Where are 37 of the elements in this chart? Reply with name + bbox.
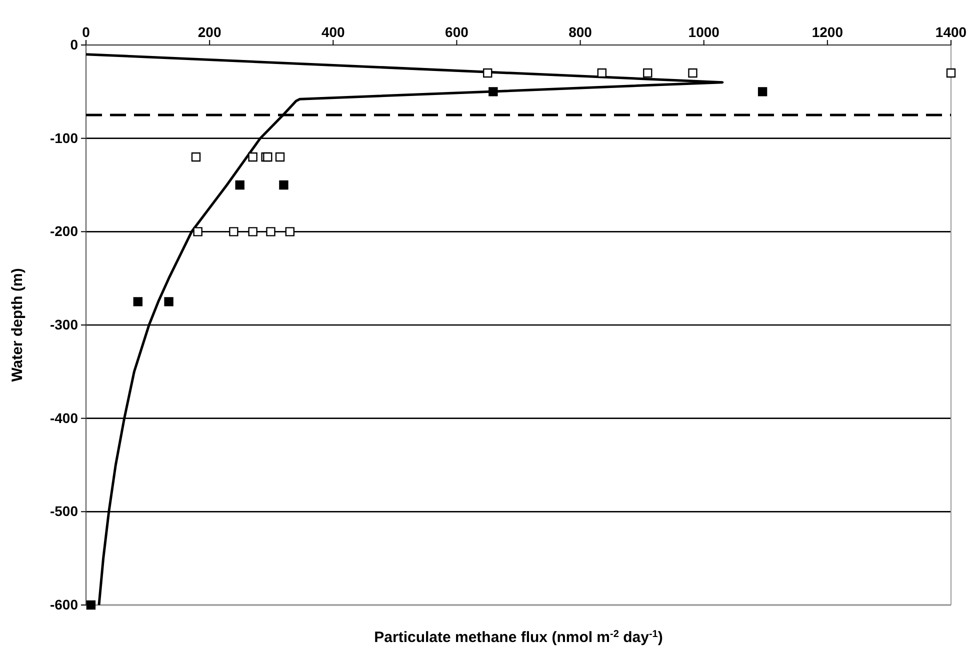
point <box>133 297 142 306</box>
y-tick-label: -500 <box>50 503 78 520</box>
point <box>946 68 956 78</box>
x-tick-label: 1400 <box>935 24 967 40</box>
x-tick-label: 600 <box>445 24 469 40</box>
point <box>191 152 201 162</box>
x-tick-label: 0 <box>82 24 90 40</box>
point <box>488 87 498 96</box>
point <box>279 180 288 190</box>
y-axis-title: Water depth (m) <box>9 268 26 382</box>
point <box>248 227 258 236</box>
point <box>597 68 607 78</box>
point <box>285 227 294 236</box>
y-tick-label: -300 <box>50 316 78 332</box>
point <box>164 297 174 306</box>
x-tick-label: 1200 <box>812 24 844 40</box>
x-axis-title: Particulate methane flux (nmol m$^{-2}$ day$^{-1}$) <box>374 628 663 646</box>
point <box>758 87 768 96</box>
point <box>248 152 258 162</box>
point <box>688 68 698 78</box>
y-tick-label: -400 <box>50 410 78 426</box>
point <box>229 227 238 236</box>
y-tick-label: -200 <box>50 223 78 240</box>
x-tick-label: 400 <box>321 24 346 40</box>
point <box>266 227 276 236</box>
point <box>235 180 244 190</box>
y-tick-label: -600 <box>50 596 78 612</box>
point <box>483 68 492 78</box>
x-tick-label: 800 <box>568 24 592 40</box>
point <box>275 152 285 162</box>
y-tick-label: 0 <box>70 36 78 52</box>
point <box>86 600 96 610</box>
point <box>643 68 652 78</box>
x-tick-label: 200 <box>198 24 222 40</box>
y-tick-label: -100 <box>50 130 78 146</box>
x-tick-label: 1000 <box>688 24 720 40</box>
point <box>193 227 202 236</box>
